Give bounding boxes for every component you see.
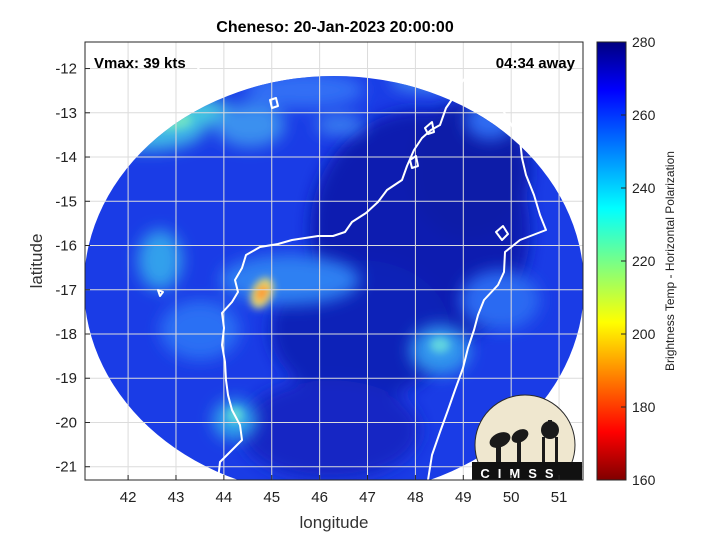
y-tick-label: -13: [55, 105, 77, 122]
y-axis-ticks: -12 -13 -14 -15 -16 -17 -18 -19 -20 -21: [55, 61, 90, 476]
y-tick-label: -15: [55, 193, 77, 210]
colorbar-tick-label: 160: [632, 472, 656, 488]
y-tick-label: -16: [55, 238, 77, 255]
axes-frame: [84, 41, 584, 481]
y-tick-label: -19: [55, 370, 77, 387]
x-tick-label: 46: [311, 489, 328, 506]
cimss-logo-text: CIMSS: [480, 466, 561, 481]
colorbar-tick-label: 220: [632, 253, 656, 269]
x-tick-label: 44: [216, 489, 233, 506]
y-tick-label: -18: [55, 326, 77, 343]
satellite-dish-icon: [489, 429, 529, 462]
colorbar: 280 260 240 220 200 180 160 Brightness Temp - …: [596, 34, 677, 488]
y-tick-label: -20: [55, 414, 77, 431]
figure-title: Cheneso: 20-Jan-2023 20:00:00: [216, 19, 454, 36]
time-away-label: 04:34 away: [496, 55, 576, 72]
x-tick-label: 48: [407, 489, 424, 506]
x-tick-label: 42: [120, 489, 137, 506]
x-tick-label: 45: [263, 489, 280, 506]
y-tick-label: -12: [55, 61, 77, 78]
y-tick-label: -17: [55, 282, 77, 299]
colorbar-tick-label: 280: [632, 34, 656, 50]
x-axis-ticks: 42 43 44 45 46 47 48 49 50 51: [120, 475, 568, 506]
brightness-temp-swath: [85, 76, 583, 480]
colorbar-ticks: 280 260 240 220 200 180 160: [621, 34, 656, 488]
x-tick-label: 50: [503, 489, 520, 506]
colorbar-tick-label: 180: [632, 399, 656, 415]
y-axis-label: latitude: [27, 234, 46, 289]
grid-lines: [85, 42, 583, 480]
water-tower-icon: [541, 420, 559, 462]
y-tick-label: -21: [55, 459, 77, 476]
y-tick-label: -14: [55, 149, 77, 166]
x-tick-label: 51: [551, 489, 568, 506]
colorbar-tick-label: 240: [632, 180, 656, 196]
x-tick-label: 43: [168, 489, 185, 506]
x-tick-label: 49: [455, 489, 472, 506]
plot-area: CIMSS Vmax: 39 kts 04:34 away: [85, 42, 583, 481]
colorbar-label: Brightness Temp - Horizontal Polarizatio…: [663, 151, 677, 371]
colorbar-tick-label: 200: [632, 326, 656, 342]
x-tick-label: 47: [359, 489, 376, 506]
coastline: [157, 43, 547, 480]
vmax-label: Vmax: 39 kts: [94, 55, 186, 72]
colorbar-tick-label: 260: [632, 107, 656, 123]
cimss-logo: CIMSS: [472, 394, 582, 481]
x-axis-label: longitude: [299, 513, 368, 532]
